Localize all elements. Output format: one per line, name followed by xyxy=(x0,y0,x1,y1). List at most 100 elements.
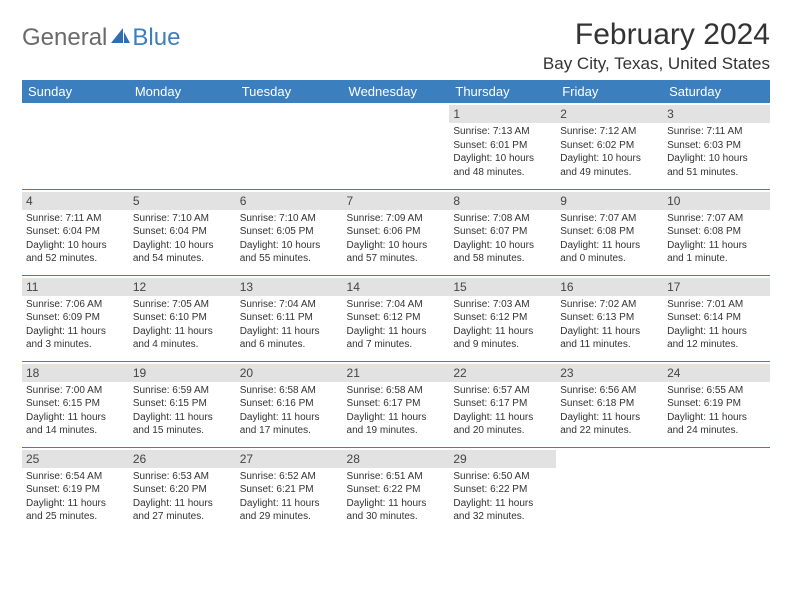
day-number: 28 xyxy=(343,450,450,468)
cell-details: Sunrise: 7:07 AMSunset: 6:08 PMDaylight:… xyxy=(560,212,659,266)
day-number: 7 xyxy=(343,192,450,210)
calendar-cell xyxy=(663,447,770,533)
calendar-cell: 17 Sunrise: 7:01 AMSunset: 6:14 PMDayligh… xyxy=(663,275,770,361)
cell-details: Sunrise: 6:58 AMSunset: 6:17 PMDaylight:… xyxy=(347,384,446,438)
calendar-cell: 19 Sunrise: 6:59 AMSunset: 6:15 PMDayligh… xyxy=(129,361,236,447)
cell-details: Sunrise: 6:56 AMSunset: 6:18 PMDaylight:… xyxy=(560,384,659,438)
cell-details: Sunrise: 7:06 AMSunset: 6:09 PMDaylight:… xyxy=(26,298,125,352)
sail-icon xyxy=(110,27,132,45)
weekday-row: SundayMondayTuesdayWednesdayThursdayFrid… xyxy=(22,80,770,103)
weekday-header: Thursday xyxy=(449,80,556,103)
day-number: 29 xyxy=(449,450,556,468)
cell-details: Sunrise: 7:02 AMSunset: 6:13 PMDaylight:… xyxy=(560,298,659,352)
cell-details: Sunrise: 6:57 AMSunset: 6:17 PMDaylight:… xyxy=(453,384,552,438)
day-number: 8 xyxy=(449,192,556,210)
weekday-header: Tuesday xyxy=(236,80,343,103)
day-number: 25 xyxy=(22,450,129,468)
day-number: 14 xyxy=(343,278,450,296)
day-number: 3 xyxy=(663,105,770,123)
calendar-cell: 24 Sunrise: 6:55 AMSunset: 6:19 PMDayligh… xyxy=(663,361,770,447)
cell-details: Sunrise: 6:58 AMSunset: 6:16 PMDaylight:… xyxy=(240,384,339,438)
cell-details: Sunrise: 7:05 AMSunset: 6:10 PMDaylight:… xyxy=(133,298,232,352)
calendar-head: SundayMondayTuesdayWednesdayThursdayFrid… xyxy=(22,80,770,103)
cell-details: Sunrise: 7:11 AMSunset: 6:04 PMDaylight:… xyxy=(26,212,125,266)
cell-details: Sunrise: 7:10 AMSunset: 6:05 PMDaylight:… xyxy=(240,212,339,266)
calendar-cell: 8 Sunrise: 7:08 AMSunset: 6:07 PMDaylight… xyxy=(449,189,556,275)
day-number: 4 xyxy=(22,192,129,210)
cell-details: Sunrise: 7:08 AMSunset: 6:07 PMDaylight:… xyxy=(453,212,552,266)
calendar-cell: 11 Sunrise: 7:06 AMSunset: 6:09 PMDayligh… xyxy=(22,275,129,361)
day-number: 22 xyxy=(449,364,556,382)
calendar-cell: 23 Sunrise: 6:56 AMSunset: 6:18 PMDayligh… xyxy=(556,361,663,447)
cell-details: Sunrise: 6:51 AMSunset: 6:22 PMDaylight:… xyxy=(347,470,446,524)
weekday-header: Saturday xyxy=(663,80,770,103)
weekday-header: Monday xyxy=(129,80,236,103)
day-number: 23 xyxy=(556,364,663,382)
day-number: 11 xyxy=(22,278,129,296)
calendar-cell: 1 Sunrise: 7:13 AMSunset: 6:01 PMDaylight… xyxy=(449,103,556,189)
calendar-table: SundayMondayTuesdayWednesdayThursdayFrid… xyxy=(22,80,770,533)
calendar-row: 11 Sunrise: 7:06 AMSunset: 6:09 PMDayligh… xyxy=(22,275,770,361)
calendar-cell: 10Sunrise: 7:07 AMSunset: 6:08 PMDayligh… xyxy=(663,189,770,275)
calendar-cell: 12 Sunrise: 7:05 AMSunset: 6:10 PMDayligh… xyxy=(129,275,236,361)
calendar-cell: 3 Sunrise: 7:11 AMSunset: 6:03 PMDaylight… xyxy=(663,103,770,189)
logo-text-2: Blue xyxy=(132,24,180,52)
day-number: 19 xyxy=(129,364,236,382)
cell-details: Sunrise: 6:54 AMSunset: 6:19 PMDaylight:… xyxy=(26,470,125,524)
cell-details: Sunrise: 7:04 AMSunset: 6:12 PMDaylight:… xyxy=(347,298,446,352)
location: Bay City, Texas, United States xyxy=(543,54,770,74)
day-number: 5 xyxy=(129,192,236,210)
day-number: 15 xyxy=(449,278,556,296)
day-number: 27 xyxy=(236,450,343,468)
cell-details: Sunrise: 7:00 AMSunset: 6:15 PMDaylight:… xyxy=(26,384,125,438)
day-number: 9 xyxy=(556,192,663,210)
cell-details: Sunrise: 7:13 AMSunset: 6:01 PMDaylight:… xyxy=(453,125,552,179)
day-number: 24 xyxy=(663,364,770,382)
cell-details: Sunrise: 7:03 AMSunset: 6:12 PMDaylight:… xyxy=(453,298,552,352)
calendar-cell: 5Sunrise: 7:10 AMSunset: 6:04 PMDaylight… xyxy=(129,189,236,275)
calendar-row: 25 Sunrise: 6:54 AMSunset: 6:19 PMDayligh… xyxy=(22,447,770,533)
calendar-cell: 9 Sunrise: 7:07 AMSunset: 6:08 PMDaylight… xyxy=(556,189,663,275)
logo-text-1: General xyxy=(22,24,107,52)
calendar-cell: 7Sunrise: 7:09 AMSunset: 6:06 PMDaylight… xyxy=(343,189,450,275)
cell-details: Sunrise: 6:55 AMSunset: 6:19 PMDaylight:… xyxy=(667,384,766,438)
calendar-cell: 20 Sunrise: 6:58 AMSunset: 6:16 PMDayligh… xyxy=(236,361,343,447)
cell-details: Sunrise: 7:01 AMSunset: 6:14 PMDaylight:… xyxy=(667,298,766,352)
calendar-cell: 25 Sunrise: 6:54 AMSunset: 6:19 PMDayligh… xyxy=(22,447,129,533)
calendar-row: 18Sunrise: 7:00 AMSunset: 6:15 PMDayligh… xyxy=(22,361,770,447)
calendar-row: 1 Sunrise: 7:13 AMSunset: 6:01 PMDaylight… xyxy=(22,103,770,189)
calendar-cell: 26Sunrise: 6:53 AMSunset: 6:20 PMDayligh… xyxy=(129,447,236,533)
day-number: 1 xyxy=(449,105,556,123)
calendar-cell: 18Sunrise: 7:00 AMSunset: 6:15 PMDayligh… xyxy=(22,361,129,447)
cell-details: Sunrise: 7:04 AMSunset: 6:11 PMDaylight:… xyxy=(240,298,339,352)
calendar-cell xyxy=(129,103,236,189)
cell-details: Sunrise: 7:11 AMSunset: 6:03 PMDaylight:… xyxy=(667,125,766,179)
calendar-cell: 27 Sunrise: 6:52 AMSunset: 6:21 PMDayligh… xyxy=(236,447,343,533)
cell-details: Sunrise: 6:52 AMSunset: 6:21 PMDaylight:… xyxy=(240,470,339,524)
day-number: 12 xyxy=(129,278,236,296)
calendar-cell: 6 Sunrise: 7:10 AMSunset: 6:05 PMDaylight… xyxy=(236,189,343,275)
calendar-cell xyxy=(236,103,343,189)
calendar-cell: 14 Sunrise: 7:04 AMSunset: 6:12 PMDayligh… xyxy=(343,275,450,361)
month-title: February 2024 xyxy=(543,18,770,52)
calendar-cell: 21 Sunrise: 6:58 AMSunset: 6:17 PMDayligh… xyxy=(343,361,450,447)
calendar-cell: 28 Sunrise: 6:51 AMSunset: 6:22 PMDayligh… xyxy=(343,447,450,533)
cell-details: Sunrise: 6:50 AMSunset: 6:22 PMDaylight:… xyxy=(453,470,552,524)
calendar-body: 1 Sunrise: 7:13 AMSunset: 6:01 PMDaylight… xyxy=(22,103,770,533)
calendar-cell xyxy=(556,447,663,533)
day-number: 16 xyxy=(556,278,663,296)
cell-details: Sunrise: 6:59 AMSunset: 6:15 PMDaylight:… xyxy=(133,384,232,438)
weekday-header: Sunday xyxy=(22,80,129,103)
calendar-cell: 15 Sunrise: 7:03 AMSunset: 6:12 PMDayligh… xyxy=(449,275,556,361)
calendar-cell: 13 Sunrise: 7:04 AMSunset: 6:11 PMDayligh… xyxy=(236,275,343,361)
day-number: 13 xyxy=(236,278,343,296)
day-number: 6 xyxy=(236,192,343,210)
day-number: 10 xyxy=(663,192,770,210)
cell-details: Sunrise: 6:53 AMSunset: 6:20 PMDaylight:… xyxy=(133,470,232,524)
calendar-cell: 22 Sunrise: 6:57 AMSunset: 6:17 PMDayligh… xyxy=(449,361,556,447)
calendar-row: 4 Sunrise: 7:11 AMSunset: 6:04 PMDaylight… xyxy=(22,189,770,275)
calendar-cell xyxy=(22,103,129,189)
day-number: 17 xyxy=(663,278,770,296)
day-number: 20 xyxy=(236,364,343,382)
day-number: 21 xyxy=(343,364,450,382)
